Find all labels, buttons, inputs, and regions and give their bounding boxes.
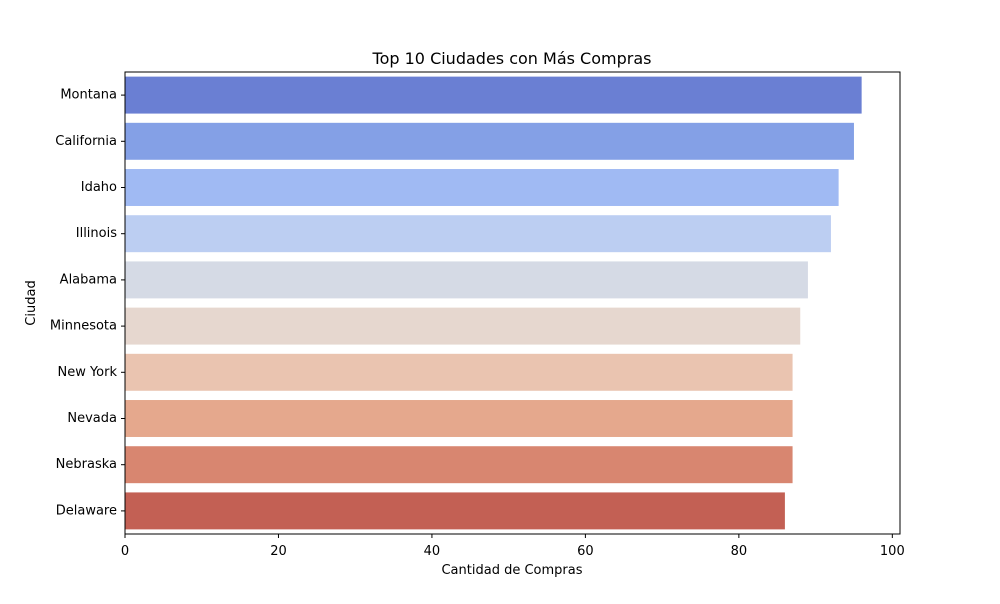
bar-illinois bbox=[125, 215, 831, 253]
y-axis-label: Ciudad bbox=[24, 280, 39, 325]
x-tick-label: 20 bbox=[270, 544, 287, 559]
x-axis-ticks: 0 20 40 60 80 100 bbox=[121, 534, 905, 559]
bars-group bbox=[125, 76, 862, 530]
x-tick-label: 100 bbox=[880, 544, 905, 559]
bar-delaware bbox=[125, 492, 785, 530]
bar-new-york bbox=[125, 353, 793, 391]
x-tick-label: 60 bbox=[577, 544, 594, 559]
y-tick-label: Alabama bbox=[60, 272, 117, 287]
y-tick-label: Nevada bbox=[67, 411, 117, 426]
bar-nevada bbox=[125, 400, 793, 437]
plot-area-frame bbox=[124, 71, 901, 535]
x-tick-label: 0 bbox=[121, 544, 129, 559]
y-tick-label: Minnesota bbox=[50, 319, 117, 334]
bar-idaho bbox=[125, 169, 839, 206]
x-tick-label: 80 bbox=[731, 544, 748, 559]
bar-alabama bbox=[125, 261, 808, 299]
y-tick-label: California bbox=[55, 134, 117, 149]
y-tick-label: Delaware bbox=[56, 503, 117, 518]
y-tick-label: Illinois bbox=[76, 226, 117, 241]
bar-california bbox=[125, 122, 854, 160]
y-axis-ticks: Montana California Idaho Illinois Alabama Min… bbox=[50, 88, 125, 518]
y-tick-label: Nebraska bbox=[56, 457, 117, 472]
y-tick-label: Idaho bbox=[81, 180, 117, 195]
y-tick-label: New York bbox=[57, 365, 117, 380]
bar-montana bbox=[125, 76, 862, 114]
chart-title: Top 10 Ciudades con Más Compras bbox=[372, 49, 652, 68]
y-tick-label: Montana bbox=[60, 88, 117, 103]
x-tick-label: 40 bbox=[424, 544, 441, 559]
bar-minnesota bbox=[125, 307, 801, 345]
x-axis-label: Cantidad de Compras bbox=[441, 563, 582, 578]
bar-nebraska bbox=[125, 446, 793, 484]
